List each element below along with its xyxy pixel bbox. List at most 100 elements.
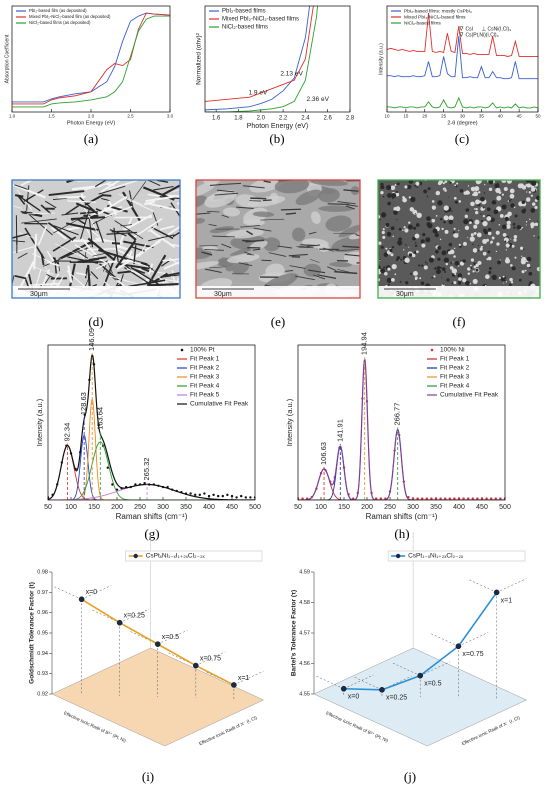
texture <box>482 238 488 244</box>
x-tick-label: 50 <box>294 504 302 511</box>
texture <box>414 277 418 281</box>
texture <box>503 187 508 192</box>
texture <box>400 258 403 261</box>
texture <box>394 184 397 187</box>
texture <box>414 213 416 215</box>
legend-label: NiCl₂-based films <box>222 25 268 31</box>
texture <box>402 196 405 199</box>
texture <box>209 226 234 234</box>
texture <box>221 214 229 218</box>
data-point <box>490 497 493 500</box>
y-tick-label: 4.59 <box>299 569 310 575</box>
texture <box>403 249 405 251</box>
texture <box>288 253 308 257</box>
legend-label: 100% Ni <box>440 347 465 354</box>
texture <box>486 258 489 261</box>
texture <box>101 198 110 202</box>
texture <box>395 206 401 212</box>
data-point <box>106 466 110 469</box>
legend-label: Fit Peak 1 <box>440 356 470 363</box>
texture <box>114 220 144 240</box>
texture <box>40 253 45 266</box>
texture <box>204 249 224 251</box>
texture <box>474 186 480 192</box>
guide-line <box>343 674 374 689</box>
texture <box>499 213 504 218</box>
legend-label: Fit Peak 3 <box>190 374 220 381</box>
texture <box>435 249 439 254</box>
texture <box>145 195 179 203</box>
guide-line <box>81 585 112 600</box>
texture <box>475 199 480 205</box>
texture <box>402 197 407 203</box>
texture <box>418 181 423 186</box>
texture <box>528 191 532 194</box>
fit-peak <box>48 434 255 500</box>
panel-label: (h) <box>394 526 409 541</box>
texture <box>33 233 38 270</box>
texture <box>148 234 175 242</box>
data-point <box>217 494 220 498</box>
texture <box>43 252 75 267</box>
texture <box>12 246 35 254</box>
data-point <box>467 497 470 500</box>
y-tick-label: 0.97 <box>37 590 48 596</box>
texture <box>456 182 459 185</box>
texture <box>265 263 285 279</box>
x-tick-label: 35 <box>479 114 485 119</box>
data-point <box>494 497 497 500</box>
texture <box>327 203 350 205</box>
texture <box>145 263 157 273</box>
legend-marker <box>430 348 434 352</box>
texture <box>95 220 104 243</box>
texture <box>391 264 397 270</box>
data-line <box>12 12 170 103</box>
texture <box>47 222 74 242</box>
texture <box>209 266 226 269</box>
texture <box>338 224 360 238</box>
texture <box>383 252 389 257</box>
y-axis-label: Intensity (a.u.) <box>285 398 294 446</box>
texture <box>407 224 413 230</box>
texture <box>408 180 414 184</box>
legend-marker <box>133 553 138 559</box>
x-tick-label: 2.4 <box>301 116 310 122</box>
texture <box>252 248 261 251</box>
texture <box>465 208 470 212</box>
texture <box>378 265 381 270</box>
texture <box>408 246 410 248</box>
peak-label: 146.09 <box>87 328 96 351</box>
texture <box>513 226 516 229</box>
texture <box>498 223 501 226</box>
texture <box>520 246 524 250</box>
texture <box>295 189 322 206</box>
texture <box>379 258 381 261</box>
texture <box>76 272 87 276</box>
texture <box>496 195 502 201</box>
texture <box>490 243 492 245</box>
texture <box>521 255 523 257</box>
texture <box>463 219 469 225</box>
texture <box>208 223 217 227</box>
panel-label: (d) <box>88 314 103 329</box>
peak-label: 163.64 <box>95 407 104 430</box>
x-tick-label: 50 <box>44 504 52 511</box>
texture <box>511 266 516 271</box>
texture <box>418 264 421 267</box>
data-point <box>244 496 247 499</box>
texture <box>435 269 441 275</box>
x-tick-label: 25 <box>441 114 447 119</box>
texture <box>473 191 479 197</box>
x-tick-label: 300 <box>157 504 169 511</box>
legend-label: PbI₂-based film (as deposited) <box>29 8 87 13</box>
texture <box>447 196 449 198</box>
texture <box>536 267 540 272</box>
texture <box>221 243 232 249</box>
texture <box>310 259 320 263</box>
y-tick-label: 4.57 <box>299 630 310 636</box>
x-tick-label: 2.8 <box>346 116 355 122</box>
legend-label: Fit Peak 4 <box>440 383 470 390</box>
data-point <box>421 497 424 500</box>
texture <box>78 251 89 259</box>
texture <box>412 209 418 215</box>
